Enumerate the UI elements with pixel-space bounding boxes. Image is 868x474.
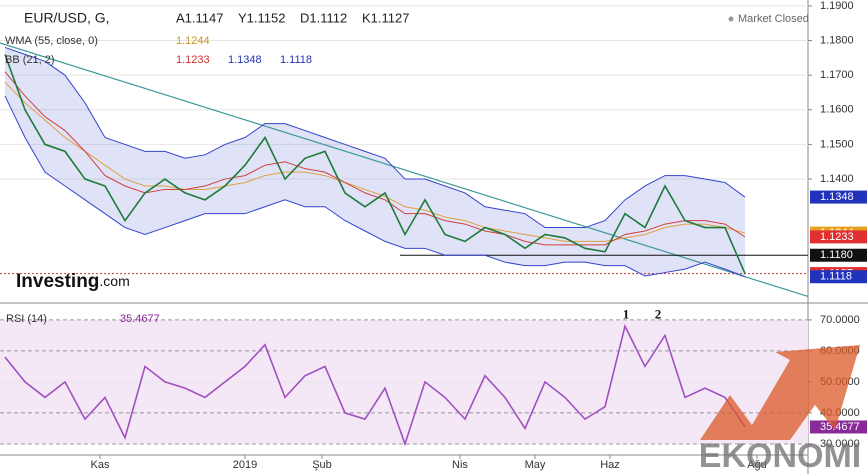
y-tick-label: 1.1600 (820, 104, 854, 116)
ohlc-value: K1.1127 (362, 10, 409, 25)
indicator-name: WMA (55, close, 0) (5, 35, 98, 47)
y-tick-label: 1.1500 (820, 138, 854, 150)
annotation: 1 (623, 306, 630, 321)
series-line (4, 95, 746, 278)
watermark: EKONOMI (699, 437, 861, 474)
trendline (0, 42, 809, 298)
x-tick-label: May (525, 459, 546, 471)
y-tick-label: 1.1400 (820, 173, 854, 185)
price-label: 1.1118 (820, 271, 852, 283)
logo-suffix: .com (99, 273, 129, 289)
band-fill (5, 47, 745, 277)
indicator-name: BB (21, 2) (5, 54, 55, 66)
indicator-value: 1.1118 (280, 54, 312, 66)
x-tick-label: Şub (312, 459, 332, 471)
x-tick-label: Haz (600, 459, 620, 471)
indicator-value: 1.1348 (228, 54, 262, 66)
watermark-mark (700, 345, 860, 440)
pane-title: RSI (14) (6, 313, 47, 325)
ohlc-value: A1.1147 (176, 10, 223, 25)
market-status: Market Closed (738, 13, 809, 25)
series-line (4, 323, 746, 447)
logo: Investing.com (16, 271, 130, 292)
price-label-box (810, 230, 867, 244)
annotation: 2 (655, 306, 662, 321)
series-line (4, 46, 746, 229)
y-tick-label: 1.1700 (820, 69, 854, 81)
price-label: 1.1348 (820, 191, 854, 203)
logo-text: Investing (16, 271, 99, 292)
y-tick-label: 1.1900 (820, 0, 854, 12)
ohlc-value: D1.1112 (300, 10, 347, 25)
x-tick-label: Ağu (747, 459, 767, 471)
rsi-value: 35.4677 (120, 313, 160, 325)
y-tick-label: 1.1800 (820, 34, 854, 46)
x-tick-label: Kas (91, 459, 110, 471)
price-label-box (810, 190, 867, 204)
y-tick-label: 70.0000 (820, 314, 860, 326)
indicator-value: 1.1244 (176, 35, 210, 47)
rsi-label: 35.4677 (820, 421, 860, 433)
series-line (4, 81, 746, 242)
x-tick-label: 2019 (233, 459, 257, 471)
series-line (4, 54, 746, 274)
ohlc-value: Y1.1152 (238, 10, 285, 25)
price-label-box (810, 270, 867, 284)
y-tick-label: 30.0000 (820, 438, 860, 450)
indicator-value: 1.1233 (176, 54, 210, 66)
price-label-box (810, 248, 867, 262)
x-tick-label: Nis (452, 459, 468, 471)
status-dot (728, 16, 734, 22)
price-label: 1.1233 (820, 231, 854, 243)
price-label: 1.1180 (820, 249, 853, 261)
rsi-label-box (810, 420, 867, 434)
series-line (4, 71, 746, 246)
chart-title: EUR/USD, G, (24, 10, 110, 26)
